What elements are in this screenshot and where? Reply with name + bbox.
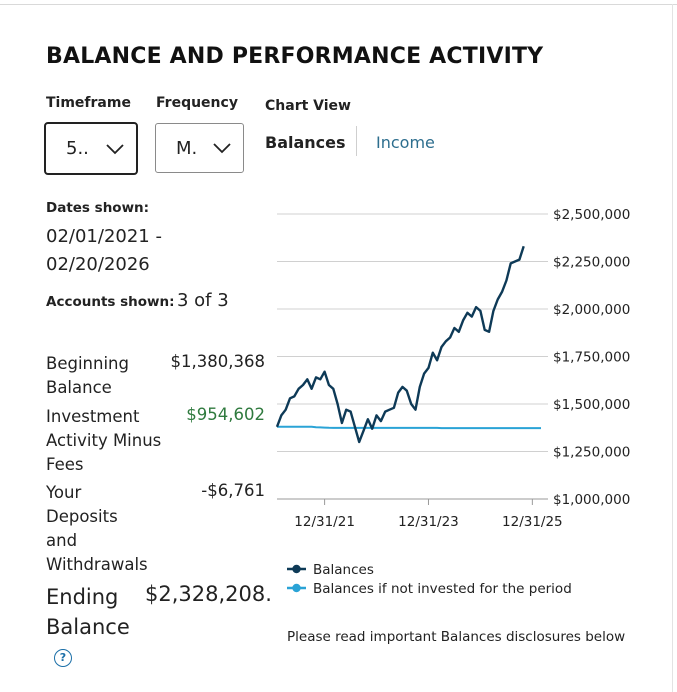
chart-view-income-tab[interactable]: Income [376, 133, 435, 152]
balances-series-line [275, 245, 525, 444]
y-tick-label: $1,000,000 [553, 492, 630, 508]
ending-balance-label: Ending Balance [46, 585, 130, 639]
legend-label: Balances [313, 562, 374, 578]
chevron-down-icon [213, 143, 231, 154]
page-title: BALANCE AND PERFORMANCE ACTIVITY [46, 44, 544, 69]
chart-view-divider [356, 126, 357, 156]
accounts-shown-value: 3 of 3 [177, 290, 229, 311]
date-range-start: 02/01/2021 - [46, 226, 162, 247]
right-divider [672, 4, 673, 692]
balances-disclosure-note: Please read important Balances disclosur… [287, 629, 626, 645]
legend-marker-icon [292, 583, 301, 593]
deposits-withdrawals-label: Your Deposits and Withdrawals [46, 483, 148, 574]
frequency-select[interactable]: M. [155, 123, 244, 173]
top-divider [0, 4, 677, 5]
legend-label: Balances if not invested for the period [313, 581, 572, 597]
deposits-withdrawals-value: -$6,761 [201, 481, 265, 500]
date-range-end: 02/20/2026 [46, 254, 150, 275]
question-circle-icon[interactable]: ? [54, 649, 72, 667]
investment-activity-label: Investment Activity Minus Fees [46, 407, 162, 474]
y-tick-label: $1,750,000 [553, 350, 630, 366]
y-tick-label: $1,500,000 [553, 397, 630, 413]
x-tick-label: 12/31/21 [294, 514, 355, 530]
investment-activity-value: $954,602 [186, 405, 265, 424]
ending-balance-value: $2,328,208. [145, 582, 272, 606]
y-tick-label: $1,250,000 [553, 445, 630, 461]
frequency-label: Frequency [156, 95, 238, 111]
x-tick-label: 12/31/23 [398, 514, 459, 530]
dates-shown-label: Dates shown: [46, 200, 150, 216]
timeframe-value: 5.. [66, 138, 89, 159]
chart-view-label: Chart View [265, 98, 351, 114]
x-tick-label: 12/31/25 [502, 514, 563, 530]
not-invested-series-line [277, 425, 541, 430]
timeframe-label: Timeframe [46, 95, 131, 111]
accounts-shown-label: Accounts shown: [46, 294, 175, 310]
beginning-balance-value: $1,380,368 [170, 352, 265, 371]
chevron-down-icon [106, 143, 124, 154]
chart-view-balances-tab[interactable]: Balances [265, 133, 346, 152]
y-tick-label: $2,500,000 [553, 207, 630, 223]
y-tick-label: $2,250,000 [553, 255, 630, 271]
frequency-value: M. [176, 137, 198, 159]
legend-marker-icon [292, 564, 301, 574]
y-tick-label: $2,000,000 [553, 302, 630, 318]
timeframe-select[interactable]: 5.. [44, 122, 138, 175]
beginning-balance-label: Beginning Balance [46, 354, 129, 397]
